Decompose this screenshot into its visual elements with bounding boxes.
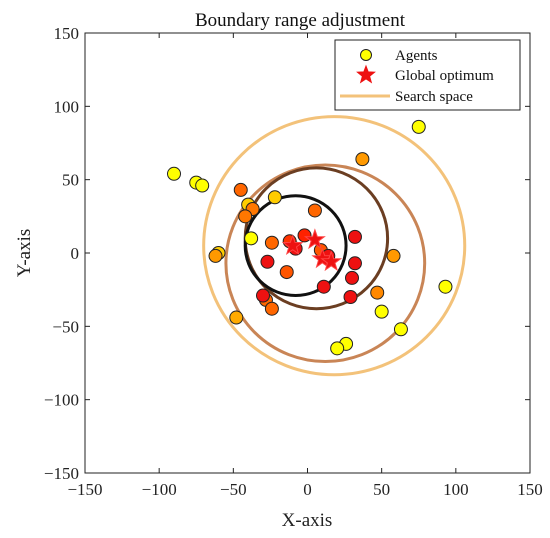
x-tick-label: 150 — [517, 480, 543, 499]
agent-point — [393, 322, 408, 337]
agent-point — [370, 285, 385, 300]
agent-point — [238, 209, 253, 224]
agent-point — [330, 341, 345, 356]
agent-point — [195, 178, 210, 193]
chart-title: Boundary range adjustment — [195, 10, 406, 31]
agent-point — [411, 119, 426, 134]
agent-point — [343, 290, 358, 304]
agent-point — [167, 166, 181, 181]
global-optimum-star — [303, 228, 326, 250]
search-space-circle — [202, 115, 467, 377]
agent-point — [264, 235, 279, 250]
agents-layer — [167, 119, 453, 356]
optima-layer — [281, 228, 343, 272]
agent-point — [307, 203, 322, 218]
agent-point — [279, 265, 294, 280]
x-tick-label: −100 — [142, 480, 177, 499]
agent-point — [355, 152, 370, 167]
agent-point — [345, 270, 359, 285]
legend-agents-marker — [360, 49, 372, 61]
agent-point — [244, 231, 259, 246]
y-tick-label: −50 — [52, 317, 79, 336]
agent-point — [267, 190, 282, 205]
global-optimum-star — [320, 250, 343, 272]
y-tick-label: −150 — [44, 464, 79, 483]
axis-ticks: −150 −100 −50 0 50 100 150 −150 −100 −50 0 50 100 150 — [44, 24, 543, 499]
y-tick-label: 0 — [71, 244, 80, 263]
legend-search-label: Search space — [395, 89, 473, 105]
agent-point — [264, 301, 279, 316]
x-axis-label: X-axis — [282, 510, 333, 531]
global-optimum-star — [281, 234, 304, 256]
x-tick-label: 0 — [303, 480, 312, 499]
x-tick-label: 50 — [373, 480, 390, 499]
legend-agents-label: Agents — [395, 48, 438, 64]
legend-optimum-marker — [356, 64, 376, 84]
legend-optimum-label: Global optimum — [395, 68, 494, 84]
agent-point — [316, 279, 331, 294]
y-tick-label: 150 — [54, 24, 80, 43]
agent-point — [229, 310, 244, 325]
x-tick-label: 100 — [443, 480, 469, 499]
y-tick-label: 50 — [62, 171, 79, 190]
agent-point — [374, 304, 389, 319]
agent-point — [260, 254, 275, 269]
agent-point — [438, 279, 453, 294]
y-tick-label: −100 — [44, 391, 79, 410]
agent-point — [386, 248, 401, 263]
agent-point — [233, 182, 248, 197]
search-space-circles — [202, 115, 467, 377]
search-space-circle — [224, 163, 427, 364]
agent-point — [208, 248, 223, 263]
x-tick-label: −50 — [220, 480, 247, 499]
y-axis-label: Y-axis — [14, 229, 35, 278]
agent-point — [347, 229, 362, 244]
x-tick-label: −150 — [67, 480, 102, 499]
y-tick-label: 100 — [54, 97, 80, 116]
agent-point — [347, 256, 362, 271]
search-space-circle — [243, 194, 348, 298]
agent-point — [256, 288, 270, 303]
legend: Agents Global optimum Search space — [334, 39, 521, 111]
